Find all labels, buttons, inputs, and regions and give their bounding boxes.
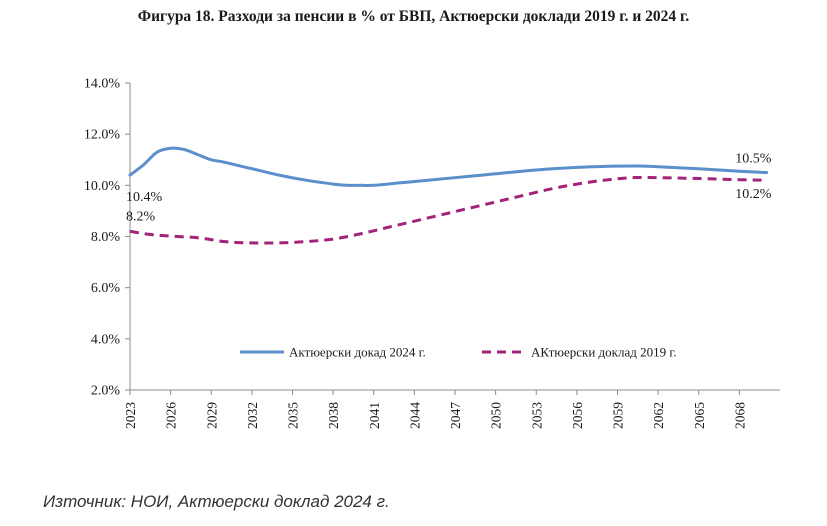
x-tick-label: 2062 (651, 402, 666, 429)
data-label: 8.2% (126, 209, 156, 224)
data-label: 10.4% (126, 190, 163, 205)
x-tick-label: 2059 (611, 402, 626, 429)
x-tick-label: 2044 (407, 402, 422, 429)
x-tick-label: 2056 (570, 402, 585, 429)
y-tick-label: 10.0% (84, 179, 121, 194)
x-tick-label: 2026 (164, 402, 179, 429)
series-line-2019 (129, 175, 767, 245)
data-label: 10.2% (735, 187, 772, 202)
x-tick-label: 2053 (529, 402, 544, 429)
legend-label-2024: Актюерски докад 2024 г. (289, 345, 426, 360)
series-line-2024 (128, 146, 768, 188)
x-tick-label: 2035 (286, 402, 301, 429)
x-tick-label: 2023 (123, 402, 138, 429)
legend-label-2019: АКтюерски доклад 2019 г. (531, 345, 676, 360)
y-tick-label: 14.0% (84, 77, 121, 92)
x-tick-label: 2032 (245, 402, 260, 429)
y-tick-label: 2.0% (91, 384, 121, 399)
y-tick-label: 4.0% (91, 332, 121, 347)
source-note: Източник: НОИ, Актюерски доклад 2024 г. (43, 492, 390, 511)
x-tick-label: 2029 (204, 402, 219, 429)
chart-title: Фигура 18. Разходи за пенсии в % от БВП,… (137, 8, 690, 25)
y-tick-label: 12.0% (84, 128, 121, 143)
line-chart: 2.0% 4.0% 6.0% 8.0% 10.0% 12.0% 14.0% 2023 2026 2… (84, 77, 780, 429)
x-tick-label: 2041 (367, 402, 382, 429)
x-tick-label: 2065 (692, 402, 707, 429)
data-label: 10.5% (735, 152, 772, 167)
y-tick-label: 8.0% (91, 230, 121, 245)
y-tick-label: 6.0% (91, 281, 121, 296)
x-tick-label: 2038 (326, 402, 341, 429)
x-tick-label: 2068 (732, 402, 747, 429)
x-tick-label: 2047 (448, 402, 463, 429)
x-tick-label: 2050 (489, 402, 504, 429)
